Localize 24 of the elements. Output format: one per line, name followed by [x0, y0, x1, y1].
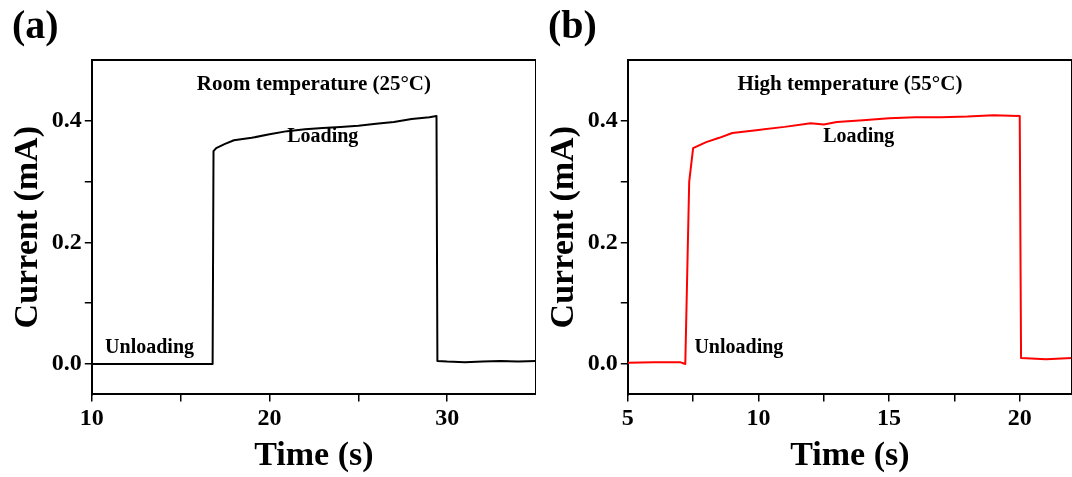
y-tick-label: 0.4	[51, 106, 82, 132]
text: Room temperature (25°C)	[196, 71, 432, 96]
y-tick-label: 0.4	[587, 106, 618, 132]
text: (a)	[12, 2, 59, 48]
x-tick-label: 20	[1007, 404, 1032, 430]
y-tick-label: 0.0	[587, 349, 618, 376]
text: (b)	[548, 2, 597, 48]
x-axis-title: Time (s)	[254, 435, 374, 474]
x-tick-label: 15	[877, 404, 902, 430]
y-tick-label: 0.2	[51, 227, 82, 254]
annotation: Unloading	[105, 334, 195, 358]
x-tick-label: 10	[79, 404, 104, 430]
y-axis-title: Current (mA)	[543, 126, 582, 329]
x-tick-label: 20	[257, 404, 282, 430]
text: High temperature (55°C)	[737, 71, 963, 96]
x-tick-label: 10	[746, 404, 771, 430]
x-axis-title: Time (s)	[790, 435, 910, 474]
y-axis-title: Current (mA)	[7, 126, 46, 329]
y-tick-label: 0.2	[587, 227, 618, 254]
annotation: Loading	[823, 124, 895, 148]
annotation: Loading	[287, 124, 359, 148]
x-tick-label: 30	[435, 404, 460, 430]
annotation: Unloading	[694, 334, 784, 358]
x-tick-label: 5	[621, 404, 634, 430]
